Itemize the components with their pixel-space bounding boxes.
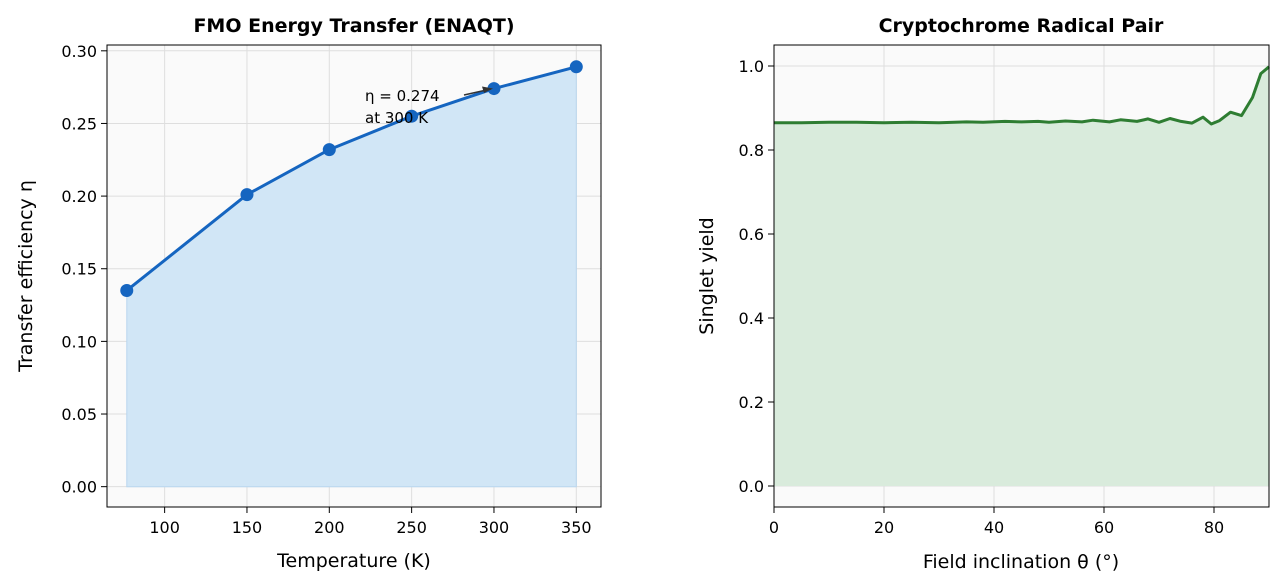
y-tick-label-6: 0.30 bbox=[61, 42, 97, 61]
annotation-arrowhead bbox=[482, 86, 493, 93]
singlet-yield-fill bbox=[774, 66, 1269, 487]
y-tick-label-0: 0.0 bbox=[739, 477, 764, 496]
y-tick-label-4: 0.8 bbox=[739, 141, 764, 160]
data-point-3 bbox=[405, 109, 419, 123]
fmo-x-ticks: 100 150 200 250 300 350 bbox=[149, 507, 592, 537]
x-tick-label-3: 250 bbox=[396, 518, 427, 537]
data-point-0 bbox=[120, 284, 134, 298]
annotation-line-2: at 300 K bbox=[365, 109, 429, 127]
fmo-chart-title: FMO Energy Transfer (ENAQT) bbox=[193, 15, 514, 37]
y-tick-label-2: 0.10 bbox=[61, 332, 97, 351]
y-tick-label-5: 1.0 bbox=[739, 57, 764, 76]
y-tick-label-2: 0.4 bbox=[739, 309, 764, 328]
x-tick-label-2: 200 bbox=[314, 518, 345, 537]
x-tick-label-4: 300 bbox=[479, 518, 510, 537]
fmo-chart: η = 0.274 at 300 K 100 150 200 250 300 350 0.… bbox=[15, 15, 602, 572]
annotation-line-1: η = 0.274 bbox=[365, 87, 440, 105]
x-tick-label-1: 150 bbox=[232, 518, 263, 537]
fmo-y-axis-label: Transfer efficiency η bbox=[15, 180, 37, 373]
y-tick-label-1: 0.05 bbox=[61, 405, 97, 424]
fmo-axes-frame bbox=[106, 44, 602, 508]
cryptochrome-y-ticks: 0.0 0.2 0.4 0.6 0.8 1.0 bbox=[739, 57, 774, 496]
x-tick-label-5: 350 bbox=[561, 518, 592, 537]
data-point-5 bbox=[569, 60, 583, 74]
x-tick-label-4: 80 bbox=[1204, 518, 1224, 537]
x-tick-label-0: 100 bbox=[149, 518, 180, 537]
fmo-efficiency-line bbox=[125, 65, 577, 292]
data-point-2 bbox=[322, 143, 336, 157]
cryptochrome-y-axis-label: Singlet yield bbox=[696, 217, 718, 334]
x-tick-label-0: 0 bbox=[769, 518, 779, 537]
cryptochrome-chart: 0 20 40 60 80 0.0 0.2 0.4 0.6 0.8 1.0 Cryptochrom… bbox=[696, 15, 1270, 573]
y-tick-label-0: 0.00 bbox=[61, 478, 97, 497]
data-point-1 bbox=[240, 188, 254, 202]
cryptochrome-chart-title: Cryptochrome Radical Pair bbox=[879, 15, 1164, 37]
singlet-yield-line bbox=[774, 65, 1270, 126]
cryptochrome-x-ticks: 0 20 40 60 80 bbox=[769, 507, 1224, 537]
y-tick-label-4: 0.20 bbox=[61, 187, 97, 206]
y-tick-label-3: 0.6 bbox=[739, 225, 764, 244]
y-tick-label-5: 0.25 bbox=[61, 114, 97, 133]
x-tick-label-3: 60 bbox=[1094, 518, 1114, 537]
x-tick-label-1: 20 bbox=[874, 518, 894, 537]
y-tick-label-1: 0.2 bbox=[739, 393, 764, 412]
data-point-4 bbox=[487, 82, 501, 96]
fmo-x-axis-label: Temperature (K) bbox=[276, 550, 431, 572]
fmo-annotation: η = 0.274 at 300 K bbox=[365, 86, 493, 127]
cryptochrome-axes-frame bbox=[773, 44, 1270, 508]
fmo-efficiency-points bbox=[120, 60, 583, 298]
y-tick-label-3: 0.15 bbox=[61, 260, 97, 279]
x-tick-label-2: 40 bbox=[984, 518, 1004, 537]
cryptochrome-x-axis-label: Field inclination θ (°) bbox=[923, 551, 1119, 573]
fmo-y-ticks: 0.00 0.05 0.10 0.15 0.20 0.25 0.30 bbox=[61, 42, 107, 497]
